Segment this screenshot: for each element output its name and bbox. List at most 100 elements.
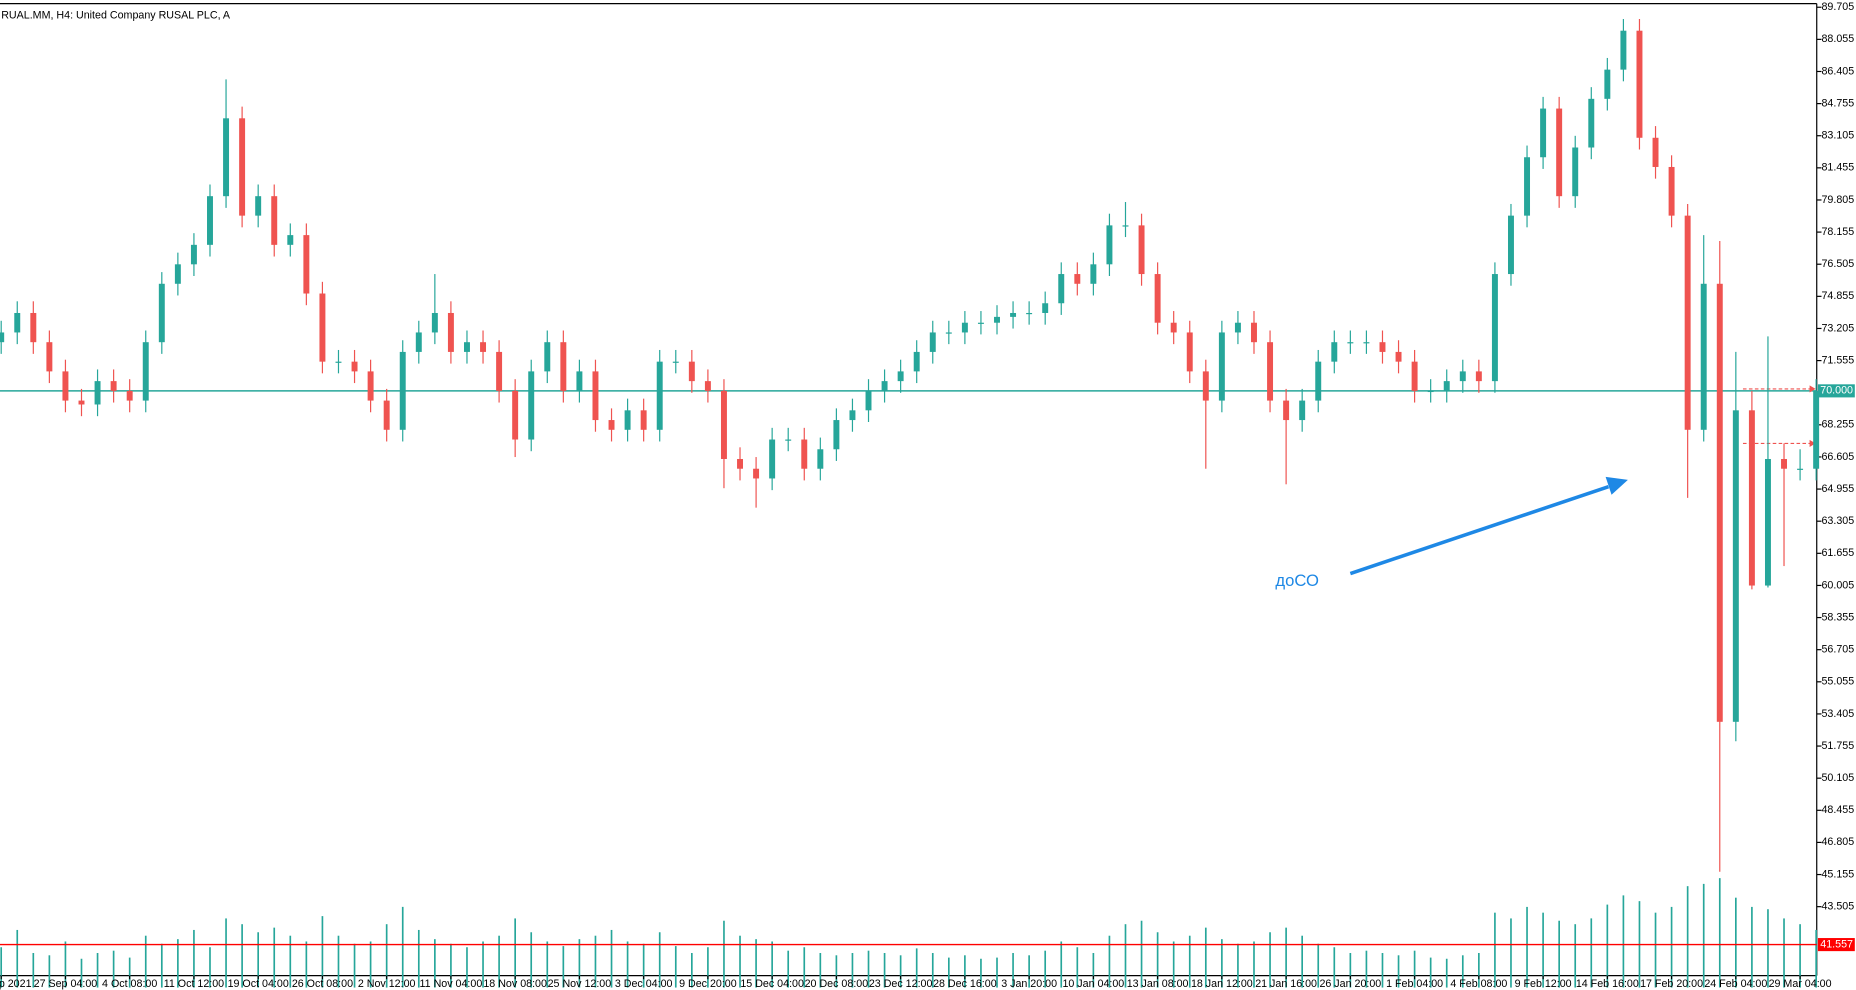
x-tick-label: 11 Nov 04:00 [420, 978, 483, 990]
candle-body [576, 371, 583, 391]
candle-body [672, 361, 679, 363]
candle-body [817, 449, 824, 469]
candle-body [1732, 410, 1739, 722]
x-tick-label: 20 Sep 2021 [0, 978, 32, 990]
y-tick-label: 45.155 [1821, 868, 1854, 880]
y-tick-label: 46.805 [1821, 836, 1854, 848]
y-tick-label: 68.255 [1821, 419, 1854, 431]
candle-body [174, 264, 181, 284]
y-tick-label: 66.605 [1821, 451, 1854, 463]
x-tick-label: 14 Feb 16:00 [1576, 978, 1639, 990]
candle-body [720, 390, 727, 459]
candle-body [544, 342, 551, 372]
candle-body [1459, 371, 1466, 382]
x-tick-label: 3 Dec 04:00 [615, 978, 673, 990]
x-tick-label: 9 Feb 12:00 [1515, 978, 1572, 990]
x-tick-label: 13 Jan 08:00 [1127, 978, 1189, 990]
x-tick-label: 11 Oct 12:00 [164, 978, 224, 990]
candle-body [1443, 381, 1450, 391]
candle-body [271, 196, 278, 245]
y-tick-label: 81.455 [1821, 162, 1854, 174]
candle-body [496, 351, 503, 391]
candle-body [1620, 30, 1627, 70]
candle-body [158, 283, 165, 343]
candle-body [737, 458, 743, 469]
dashed-level-arrow [1809, 385, 1816, 393]
candle-body [383, 400, 390, 430]
candle-body [62, 371, 69, 401]
x-tick-label: 23 Dec 12:00 [869, 978, 933, 990]
candle-body [704, 381, 711, 391]
candle-body [1042, 303, 1049, 313]
x-tick-label: 20 Dec 08:00 [805, 978, 869, 990]
chart-title: RUAL.MM, H4: United Company RUSAL PLC, A [1, 9, 231, 21]
candle-body [1283, 400, 1290, 421]
y-tick-label: 74.855 [1821, 290, 1854, 302]
x-tick-label: 19 Oct 04:00 [228, 978, 289, 990]
y-tick-label: 58.355 [1821, 611, 1854, 623]
candle-body [881, 381, 888, 391]
candle-body [528, 371, 535, 440]
candle-body [447, 312, 454, 352]
candle-body [1540, 108, 1547, 158]
candle-body [255, 196, 262, 216]
candle-body [560, 342, 567, 391]
candle-body [929, 332, 936, 352]
y-tick-label: 76.505 [1821, 258, 1854, 270]
y-tick-label: 64.955 [1821, 483, 1854, 495]
candle-body [0, 332, 5, 343]
candle-body [1122, 225, 1129, 227]
x-tick-label: 18 Jan 12:00 [1191, 978, 1253, 990]
candle-body [14, 312, 21, 333]
candle-body [319, 293, 326, 362]
candle-body [994, 316, 1000, 323]
y-tick-label: 55.055 [1821, 676, 1854, 688]
candle-body [1267, 342, 1274, 401]
arrow-head [1605, 476, 1628, 495]
candle-body [1556, 108, 1563, 197]
candle-body [1154, 274, 1161, 323]
x-tick-label: 24 Feb 04:00 [1704, 978, 1767, 990]
x-tick-label: 4 Feb 08:00 [1450, 978, 1507, 990]
candle-body [1218, 332, 1225, 401]
candle-body [1588, 98, 1595, 148]
y-tick-label: 53.405 [1821, 708, 1854, 720]
candle-body [1315, 361, 1322, 401]
candle-body [415, 332, 422, 352]
candle-body [1026, 312, 1033, 315]
x-tick-label: 26 Oct 08:00 [292, 978, 353, 990]
candle-body [1604, 69, 1611, 99]
x-tick-label: 10 Jan 04:00 [1062, 978, 1124, 990]
candle-body [1652, 137, 1659, 167]
candle-body [399, 351, 406, 430]
level-label-box [1817, 384, 1855, 398]
y-tick-label: 50.105 [1821, 772, 1854, 784]
candle-body [1411, 361, 1418, 391]
candle-body [1010, 312, 1017, 317]
candle-body [608, 420, 615, 430]
candle-body [1379, 342, 1386, 352]
y-tick-label: 78.155 [1821, 226, 1854, 238]
y-tick-label: 63.305 [1821, 515, 1854, 527]
candle-body [656, 361, 663, 430]
candle-body [239, 118, 246, 216]
candle-body [1363, 342, 1370, 344]
x-tick-label: 21 Jan 16:00 [1255, 978, 1317, 990]
candle-body [961, 322, 968, 333]
x-tick-label: 25 Nov 12:00 [548, 978, 612, 990]
candle-body [30, 312, 37, 343]
x-tick-label: 2 Nov 12:00 [358, 978, 416, 990]
candle-body [1491, 274, 1498, 382]
x-tick-label: 9 Dec 20:00 [679, 978, 737, 990]
y-tick-label: 60.005 [1821, 579, 1854, 591]
candle-body [78, 400, 85, 405]
candle-body [1090, 264, 1097, 284]
candle-body [1074, 274, 1081, 284]
candle-body [207, 196, 213, 245]
y-tick-label: 51.755 [1821, 740, 1854, 752]
candle-body [1764, 458, 1771, 586]
candle-body [769, 439, 776, 479]
x-tick-label: 29 Mar 04:00 [1769, 978, 1832, 990]
